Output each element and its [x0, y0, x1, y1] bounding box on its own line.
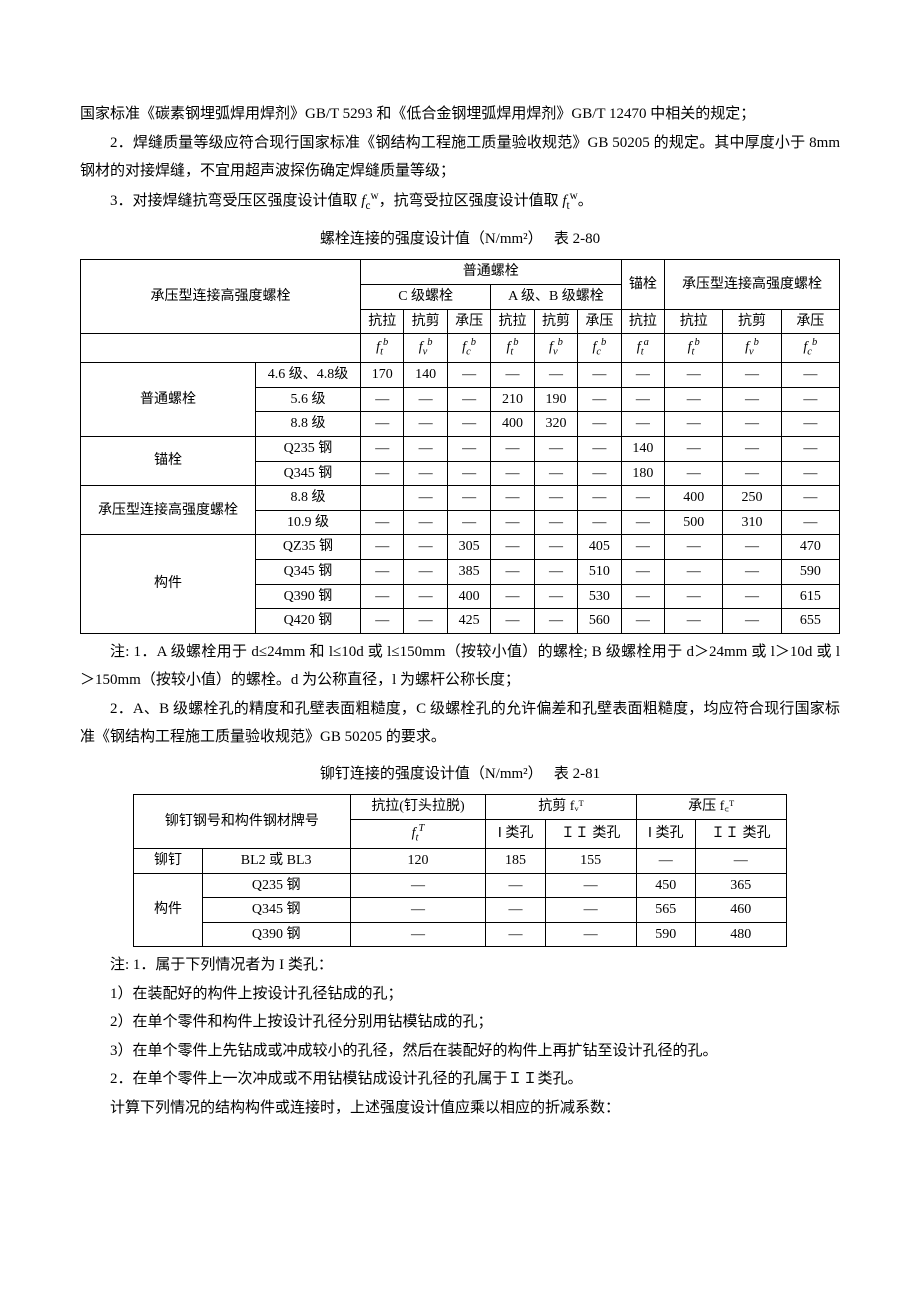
table-1-title: 螺栓连接的强度设计值（N/mm²） 表 2-80 — [80, 225, 840, 254]
table-1: 承压型连接高强度螺栓 普通螺栓 锚栓 承压型连接高强度螺栓 C 级螺栓 A 级、… — [80, 259, 840, 633]
t2-note-5: 2．在单个零件上一次冲成或不用钻模钻成设计孔径的孔属于ＩＩ类孔。 — [80, 1065, 840, 1094]
table-row: 普通螺栓4.6 级、4.8级170140———————— — [81, 363, 840, 388]
table-row: Q345 钢———565460 — [134, 898, 787, 923]
t1-note-2: 2．A、B 级螺栓孔的精度和孔壁表面粗糙度，C 级螺栓孔的允许偏差和孔壁表面粗糙… — [80, 695, 840, 752]
t1-rowheader: 承压型连接高强度螺栓 — [81, 260, 361, 334]
paragraph-3: 3．对接焊缝抗弯受压区强度设计值取 fcw，抗弯受拉区强度设计值取 ftw。 — [80, 186, 840, 217]
paragraph-1: 国家标准《碳素钢埋弧焊用焊剂》GB/T 5293 和《低合金钢埋弧焊用焊剂》GB… — [80, 100, 840, 129]
final-paragraph: 计算下列情况的结构构件或连接时，上述强度设计值应乘以相应的折减系数： — [80, 1094, 840, 1123]
table-row: 锚栓Q235 钢——————140——— — [81, 437, 840, 462]
t1-note-1: 注: 1．A 级螺栓用于 d≤24mm 和 l≤10d 或 l≤150mm（按较… — [80, 638, 840, 695]
t2-note-1: 注: 1．属于下列情况者为 I 类孔： — [80, 951, 840, 980]
t2-note-3: 2）在单个零件和构件上按设计孔径分别用钻模钻成的孔； — [80, 1008, 840, 1037]
table-row: 承压型连接高强度螺栓8.8 级——————400250— — [81, 486, 840, 511]
paragraph-2: 2．焊缝质量等级应符合现行国家标准《钢结构工程施工质量验收规范》GB 50205… — [80, 129, 840, 186]
t2-note-2: 1）在装配好的构件上按设计孔径钻成的孔； — [80, 980, 840, 1009]
table-row: Q390 钢———590480 — [134, 922, 787, 947]
table-2-title: 铆钉连接的强度设计值（N/mm²） 表 2-81 — [80, 760, 840, 789]
table-row: 构件QZ35 钢——305——405———470 — [81, 535, 840, 560]
table-row: 铆钉BL2 或 BL3120185155—— — [134, 849, 787, 874]
table-row: 构件Q235 钢———450365 — [134, 873, 787, 898]
table-2: 铆钉钢号和构件钢材牌号 抗拉(钉头拉脱) 抗剪 fᵥᵀ 承压 f꜀ᵀ ftT Ⅰ… — [133, 794, 787, 947]
t2-note-4: 3）在单个零件上先钻成或冲成较小的孔径，然后在装配好的构件上再扩钻至设计孔径的孔… — [80, 1037, 840, 1066]
